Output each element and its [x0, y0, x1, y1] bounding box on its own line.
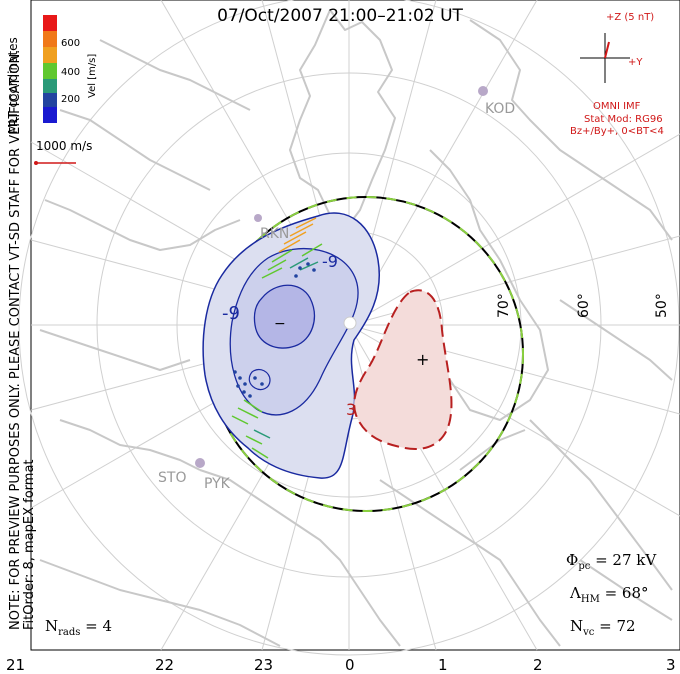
stat-symbol: N: [45, 617, 59, 635]
velocity-colorbar: [43, 15, 57, 123]
contour-label: -9: [222, 303, 240, 324]
colorbar-tick: 200: [61, 94, 81, 105]
negative-cell-core: [253, 284, 315, 349]
reference-vector-label: 1000 m/s: [36, 139, 93, 153]
site-markers: [195, 86, 488, 468]
stat-sub: HM: [580, 594, 600, 605]
stat-value: = 72: [594, 617, 636, 635]
mlt-label: 23: [254, 656, 274, 674]
site-label-kod: KOD: [485, 101, 516, 117]
stat-sub: pc: [578, 561, 591, 572]
fit-order-note: FitOrder: 8, mapEX format: [22, 459, 37, 630]
cross-polar-potential: Φpc = 27 kV: [566, 551, 656, 572]
mlt-label: 2: [533, 656, 543, 674]
colorbar-label: Vel [m/s]: [87, 53, 98, 98]
mlt-label: 22: [155, 656, 175, 674]
stat-symbol: Λ: [570, 584, 581, 602]
stat-sub: rads: [58, 627, 81, 638]
lat-label-60: 60°: [576, 293, 592, 318]
site-label-pyk: PYK: [204, 476, 230, 492]
stat-value: = 27 kV: [590, 551, 657, 569]
site-marker-kod: [478, 86, 488, 96]
site-label-rkn: RKN: [260, 226, 290, 242]
imf-vector: [604, 41, 610, 59]
coord-system-label: MLT coordinates: [6, 37, 20, 134]
negative-cell-small: [248, 368, 271, 391]
lat-label-50: 50°: [654, 293, 670, 318]
contour-label: 3: [346, 400, 357, 419]
min-potential-marker: −: [274, 316, 286, 332]
colorbar-tick: 400: [61, 67, 81, 78]
velocity-vectors: [231, 217, 323, 459]
max-potential-marker: +: [416, 350, 430, 369]
stat-value: = 68°: [599, 584, 649, 602]
imf-z-label: +Z (5 nT): [606, 12, 655, 23]
coastlines: [39, 9, 673, 647]
stat-symbol: Φ: [566, 551, 579, 569]
preview-note: NOTE: FOR PREVIEW PURPOSES ONLY. PLEASE …: [8, 49, 23, 630]
mlt-label: 1: [438, 656, 448, 674]
radar-count: Nrads = 4: [45, 617, 112, 638]
hm-boundary-latitude: ΛHM = 68°: [570, 584, 649, 605]
vector-count: Nvc = 72: [570, 617, 636, 638]
map-title: 07/Oct/2007 21:00–21:02 UT: [217, 6, 463, 26]
stat-value: = 4: [80, 617, 113, 635]
imf-source: OMNI IMF: [593, 101, 641, 112]
mlt-label: 0: [345, 656, 355, 674]
imf-y-label: +Y: [628, 57, 643, 68]
site-marker-rkn: [254, 214, 262, 222]
mlt-label: 21: [6, 656, 26, 674]
lat-label-70: 70°: [496, 293, 512, 318]
colorbar-tick: 600: [61, 38, 81, 49]
hm-boundary-green: [208, 196, 524, 512]
stat-sub: vc: [583, 627, 595, 638]
stat-symbol: N: [570, 617, 584, 635]
pole-marker: [343, 316, 357, 330]
imf-conditions: Bz+/By+, 0<BT<4: [570, 126, 664, 137]
site-label-sto: STO: [158, 470, 187, 486]
site-marker-sto: [195, 458, 205, 468]
contour-label: -9: [322, 252, 338, 271]
mlt-label: 3: [666, 656, 676, 674]
positive-cell: [353, 289, 453, 450]
reference-vector-origin: [34, 161, 38, 165]
imf-model: Stat Mod: RG96: [584, 114, 663, 125]
